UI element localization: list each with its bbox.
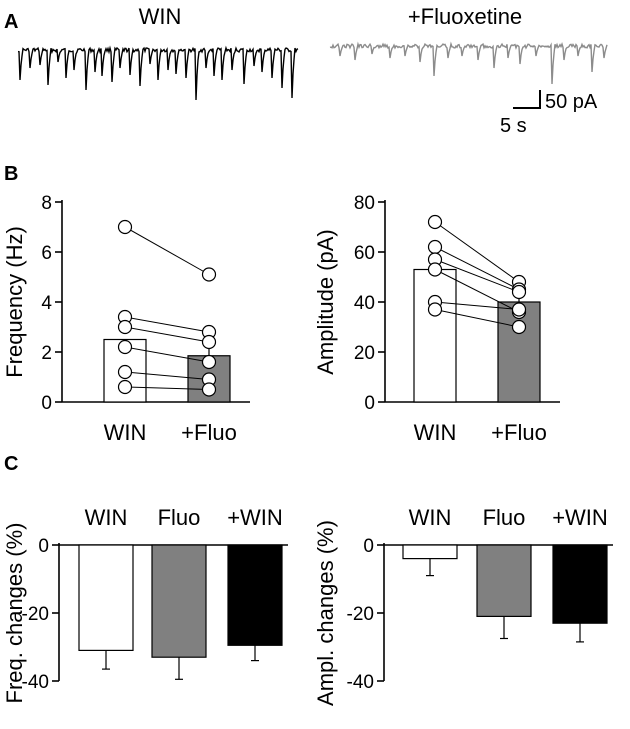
y-tick-label: 80 (354, 193, 375, 214)
data-point (427, 262, 443, 277)
bar (227, 544, 283, 646)
data-point (427, 214, 443, 230)
pair-line (124, 386, 210, 390)
category-label: +WIN (552, 505, 608, 530)
trace-label-fluoxetine: +Fluoxetine (408, 4, 522, 29)
bar (78, 544, 134, 652)
y-tick-label: -40 (347, 672, 374, 693)
data-point (201, 354, 217, 370)
y-axis-label: Freq. changes (%) (2, 523, 27, 704)
y-tick-label: 0 (364, 393, 375, 414)
y-tick-label: 0 (41, 393, 52, 414)
y-tick-label: 0 (38, 536, 49, 557)
bar (402, 544, 458, 560)
bar (151, 544, 207, 658)
pair-line (124, 316, 210, 333)
category-label: WIN (85, 505, 128, 530)
data-point (201, 267, 217, 282)
y-tick-label: 6 (41, 243, 52, 264)
pair-line (434, 221, 520, 283)
panel-label-b: B (4, 163, 18, 185)
amplitude-chart: 0 20 40 60 80 Amplitude (pA) WIN +Fluo (313, 193, 560, 445)
data-point (201, 382, 217, 397)
y-tick-label: 40 (354, 293, 375, 314)
category-label: Fluo (158, 505, 201, 530)
panel-label-c: C (4, 453, 18, 475)
bar (413, 268, 457, 403)
category-label: +WIN (227, 505, 283, 530)
pair-line (124, 346, 210, 363)
trace-fluoxetine (329, 41, 608, 85)
y-tick-label: -20 (347, 604, 374, 625)
pair-line (434, 269, 520, 313)
frequency-chart: 0 2 4 6 8 Frequency (Hz) WIN +Fluo (2, 193, 250, 445)
data-point (511, 319, 527, 335)
bar (476, 544, 532, 618)
category-label: +Fluo (491, 420, 547, 445)
data-point (511, 284, 527, 300)
category-label: +Fluo (181, 420, 237, 445)
data-point (117, 364, 133, 380)
y-tick-label: -20 (22, 604, 49, 625)
data-point (511, 302, 527, 317)
category-label: WIN (409, 505, 452, 530)
data-point (117, 379, 133, 395)
pair-line (124, 226, 210, 275)
data-point (117, 339, 133, 355)
y-tick-label: 8 (41, 193, 52, 214)
data-point (117, 319, 133, 335)
data-point (427, 239, 443, 255)
ampl-changes-chart: 0 -20 -40 Ampl. changes (%) WIN Fluo +WIN (313, 505, 613, 706)
bar (552, 544, 608, 624)
y-axis-label: Amplitude (pA) (313, 229, 338, 375)
y-tick-label: -40 (22, 672, 49, 693)
pair-line (434, 246, 520, 290)
y-axis-label: Ampl. changes (%) (313, 520, 338, 706)
category-label: Fluo (483, 505, 526, 530)
y-tick-label: 0 (363, 536, 374, 557)
trace-label-win: WIN (139, 4, 182, 29)
panel-a: A WIN +Fluoxetine 50 pA 5 s (4, 4, 608, 137)
y-tick-label: 60 (354, 243, 375, 264)
y-axis-label: Frequency (Hz) (2, 226, 27, 378)
y-tick-label: 20 (354, 343, 375, 364)
y-tick-label: 2 (41, 343, 52, 364)
category-label: WIN (104, 420, 147, 445)
data-point (201, 334, 217, 350)
pair-line (434, 309, 520, 328)
panel-label-a: A (4, 11, 18, 33)
scale-bar (513, 90, 541, 109)
pair-line (124, 371, 210, 380)
pair-line (434, 259, 520, 293)
data-point (427, 302, 443, 317)
data-point (117, 219, 133, 235)
scale-time-label: 5 s (500, 115, 527, 137)
y-tick-label: 4 (41, 293, 52, 314)
pair-line (434, 301, 520, 310)
scale-current-label: 50 pA (545, 91, 598, 113)
trace-win (17, 45, 299, 101)
pair-line (124, 326, 210, 343)
category-label: WIN (414, 420, 457, 445)
